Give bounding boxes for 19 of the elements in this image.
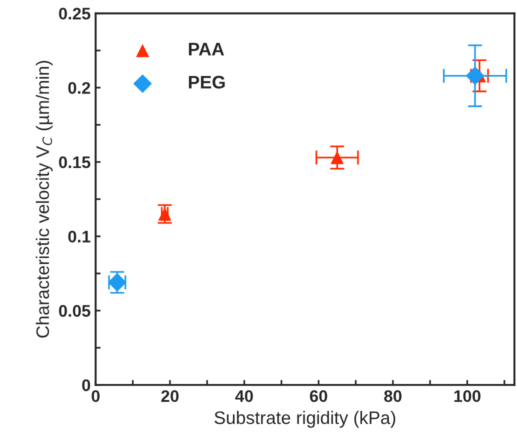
y-tick-label: 0.2 [68, 82, 90, 94]
x-tick-label: 40 [235, 390, 253, 402]
x-tick-label: 60 [310, 390, 328, 402]
y-tick-label: 0.05 [59, 305, 90, 317]
x-tick-label: 100 [454, 390, 480, 402]
legend-label: PAA [188, 42, 224, 56]
y-tick-label: 0.15 [59, 156, 90, 168]
x-tick-label: 80 [384, 390, 402, 402]
x-tick-label: 0 [92, 390, 100, 402]
legend-label: PEG [188, 76, 225, 89]
point [158, 207, 172, 221]
y-tick-label: 0 [82, 379, 90, 392]
x-tick-label: 20 [161, 390, 179, 402]
point [466, 66, 484, 86]
y-axis-title: Characteristic velocity V$_{C}$ (µm/min) [36, 60, 53, 338]
y-tick-label: 0.1 [68, 230, 90, 242]
x-axis-title: Substrate rigidity (kPa) [214, 410, 396, 428]
y-tick-label: 0.25 [59, 8, 90, 20]
point [330, 150, 344, 164]
